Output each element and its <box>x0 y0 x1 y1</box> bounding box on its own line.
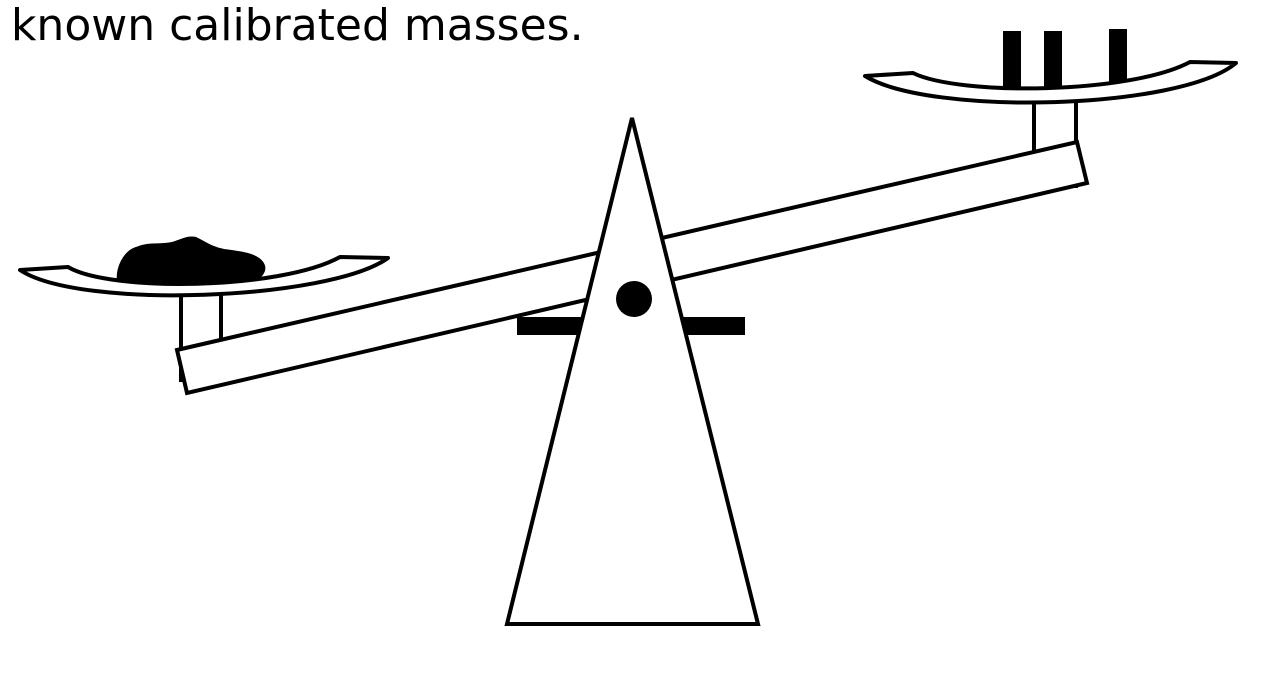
caption-text: a known calibrated masses. <box>0 0 584 51</box>
right-pan <box>863 60 1238 105</box>
calibrated-mass <box>1044 31 1062 91</box>
left-pan <box>18 255 390 298</box>
pivot-pin <box>616 281 652 317</box>
calibrated-mass <box>1003 31 1021 91</box>
fulcrum-stop-left <box>517 317 583 335</box>
calibrated-mass <box>1109 29 1127 89</box>
calibrated-masses <box>1003 29 1127 91</box>
fulcrum-stop-right <box>680 317 745 335</box>
fulcrum-stand <box>504 117 761 626</box>
